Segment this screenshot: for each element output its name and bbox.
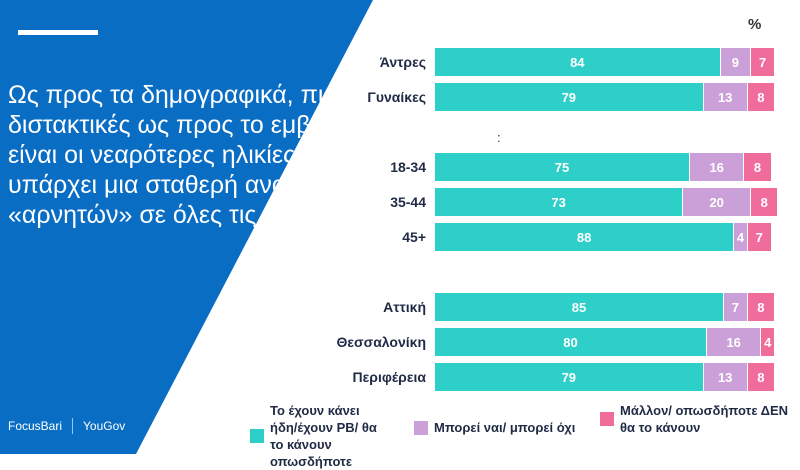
category-label: Άντρες: [379, 54, 426, 70]
legend-label: Μάλλον/ οπωσδήποτε ΔΕΝ θα το κάνουν: [620, 403, 789, 435]
bar-segment: 80: [435, 328, 706, 356]
bar-segment: 13: [703, 83, 747, 111]
category-label: Θεσσαλονίκη: [336, 334, 427, 350]
category-label: Περιφέρεια: [352, 369, 426, 385]
legend-label: Μπορεί ναι/ μπορεί όχι: [434, 420, 576, 435]
bar-segment: 8: [747, 363, 774, 391]
yougov-logo: YouGov: [83, 419, 126, 433]
bar-segment: 85: [435, 293, 723, 321]
bar-segment: 7: [751, 48, 774, 76]
bar-segment: 7: [724, 293, 747, 321]
bar-segment: 9: [720, 48, 751, 76]
bar-segment: 8: [751, 188, 778, 216]
legend-label: Το έχουν κάνει ήδη/έχουν ΡΒ/ θα το κάνου…: [270, 403, 377, 469]
unit-label: %: [748, 16, 762, 33]
bar-segment: 16: [707, 328, 761, 356]
bar-segment: 88: [435, 223, 734, 251]
bar-segment: 16: [690, 153, 744, 181]
legend-item: Το έχουν κάνει ήδη/έχουν ΡΒ/ θα το κάνου…: [250, 402, 390, 470]
bar-segment: 75: [435, 153, 689, 181]
legend-swatch: [414, 420, 428, 435]
category-label: 35-44: [390, 194, 426, 210]
bar-segment: 7: [747, 223, 771, 251]
bar-segment: 8: [747, 293, 774, 321]
legend-swatch: [600, 412, 614, 426]
bar-segment: 8: [744, 153, 771, 181]
bar-segment: 79: [435, 363, 703, 391]
bar-segment: 79: [435, 83, 703, 111]
bar-segment: 84: [435, 48, 720, 76]
decorative-rule: [18, 30, 98, 35]
logo-divider: [72, 418, 74, 434]
legend-swatch: [250, 429, 264, 443]
bar-segment: 8: [747, 83, 774, 111]
bar-segment: 20: [683, 188, 751, 216]
category-label: 18-34: [390, 159, 426, 175]
group-separator: :: [497, 130, 501, 145]
bar-segment: 73: [435, 188, 683, 216]
bar-segment: 13: [703, 363, 747, 391]
headline: Ως προς τα δημογραφικά, πιο διστακτικές …: [8, 81, 357, 229]
bar-segment: 4: [734, 223, 747, 251]
bar-segment: 4: [761, 328, 774, 356]
category-label: Αττική: [383, 299, 426, 315]
category-label: 45+: [402, 229, 426, 245]
legend-item: Μάλλον/ οπωσδήποτε ΔΕΝ θα το κάνουν: [600, 402, 795, 436]
category-label: Γυναίκες: [367, 89, 426, 105]
focusbari-logo: FocusBari: [8, 419, 63, 433]
legend-item: Μπορεί ναι/ μπορεί όχι: [414, 419, 614, 436]
logos: FocusBari YouGov: [8, 418, 125, 434]
